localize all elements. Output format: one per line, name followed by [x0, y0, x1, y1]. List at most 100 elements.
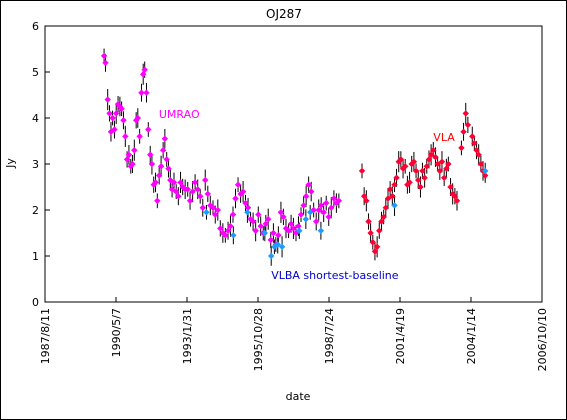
data-point: [163, 156, 170, 163]
data-point: [262, 220, 270, 227]
x-tick-label: 1995/10/28: [252, 308, 265, 371]
data-point: [141, 66, 148, 73]
data-point: [373, 243, 381, 250]
data-point: [477, 160, 485, 168]
data-point: [317, 227, 325, 234]
data-point: [384, 195, 392, 202]
data-point: [147, 151, 154, 158]
data-point: [152, 179, 159, 186]
x-tick-label: 1998/7/24: [323, 308, 336, 364]
data-point: [173, 188, 180, 195]
data-point: [114, 101, 122, 108]
y-axis-label: Jy: [4, 158, 17, 169]
data-point: [445, 160, 452, 168]
data-point: [131, 147, 138, 154]
y-tick-label: 1: [32, 250, 39, 263]
data-point: [475, 151, 482, 158]
data-point: [382, 204, 389, 211]
data-point: [186, 197, 194, 204]
data-point: [212, 211, 219, 218]
data-point: [371, 248, 379, 255]
data-point: [425, 156, 433, 163]
data-point: [122, 133, 129, 140]
data-point: [367, 229, 374, 237]
data-point: [102, 59, 109, 66]
data-point: [389, 193, 396, 200]
data-point: [177, 179, 184, 186]
annotations: UMRAO VLA VLBA shortest-baseline: [159, 108, 455, 282]
data-point: [482, 172, 489, 179]
data-point: [157, 163, 165, 170]
plot-area: [44, 25, 543, 303]
data-point: [287, 220, 295, 227]
data-point: [300, 202, 307, 209]
data-point: [401, 163, 409, 170]
data-point: [306, 209, 314, 216]
data-point: [252, 227, 259, 234]
data-point: [230, 232, 237, 239]
data-point: [378, 218, 385, 225]
y-tick-label: 5: [32, 66, 39, 79]
y-axis: 0 1 2 3 4 5 6: [32, 20, 50, 309]
data-point: [123, 156, 131, 163]
data-point: [427, 151, 435, 158]
data-point: [168, 186, 176, 193]
data-point: [217, 225, 224, 232]
data-point: [106, 110, 113, 117]
x-tick-label: 1990/5/7: [110, 308, 123, 357]
data-point: [277, 209, 285, 216]
y-tick-label: 3: [32, 158, 39, 171]
y-tick-label: 4: [32, 112, 39, 125]
data-point: [419, 167, 426, 175]
data-point: [360, 193, 368, 200]
data-point: [430, 147, 437, 154]
data-point: [408, 160, 415, 168]
data-point: [369, 239, 377, 246]
data-point: [159, 147, 167, 154]
data-point: [155, 172, 163, 179]
data-point: [249, 218, 257, 225]
data-point: [202, 176, 209, 184]
data-point: [307, 188, 315, 195]
x-tick-label: 2006/10/10: [536, 308, 549, 371]
data-point: [113, 110, 120, 117]
data-points: [100, 52, 489, 260]
data-point: [209, 204, 217, 211]
annotation-label: UMRAO: [159, 108, 200, 121]
data-point: [310, 206, 317, 214]
data-point: [473, 147, 480, 154]
data-point: [120, 117, 127, 124]
data-point: [125, 151, 133, 158]
data-point: [393, 174, 400, 181]
data-point: [109, 114, 116, 122]
data-point: [138, 89, 145, 96]
data-point: [111, 126, 118, 133]
chart-title: OJ287: [266, 7, 302, 21]
data-point: [170, 179, 178, 186]
data-point: [434, 160, 441, 168]
data-point: [224, 227, 232, 234]
data-point: [376, 227, 383, 234]
data-point: [265, 216, 272, 223]
data-point: [242, 199, 249, 207]
data-point: [274, 241, 281, 248]
x-axis: 1987/8/11 1990/5/7 1993/1/31 1995/10/28 1998…: [39, 297, 549, 371]
data-point: [275, 232, 282, 239]
data-point: [197, 193, 204, 200]
data-point: [410, 158, 418, 165]
data-point: [132, 117, 140, 124]
data-point: [323, 199, 330, 207]
data-point: [432, 153, 439, 161]
data-point: [469, 133, 476, 140]
data-point: [471, 140, 478, 147]
data-point: [100, 52, 108, 60]
data-point: [268, 252, 275, 260]
data-point: [244, 204, 252, 211]
data-point: [423, 163, 430, 170]
data-point: [296, 227, 303, 234]
annotation-label: VLA: [433, 131, 455, 144]
data-point: [317, 202, 325, 209]
data-point: [313, 218, 320, 225]
